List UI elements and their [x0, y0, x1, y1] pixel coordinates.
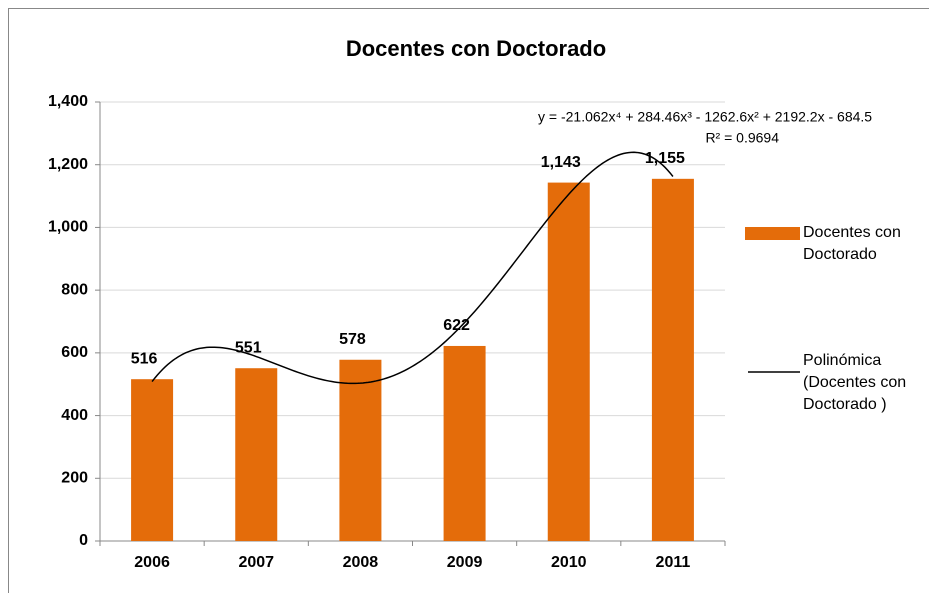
x-tick-label: 2009 [447, 554, 483, 571]
data-label: 622 [443, 317, 470, 334]
x-tick-label: 2008 [343, 554, 379, 571]
data-label: 1,143 [541, 154, 581, 171]
bar [651, 178, 694, 541]
legend-label: Docentes con Doctorado [803, 224, 901, 263]
bar [235, 368, 278, 541]
bar [339, 359, 382, 541]
trendline-r2: R² = 0.9694 [705, 130, 779, 146]
x-tick-label: 2006 [134, 554, 170, 571]
y-tick-label: 600 [61, 344, 88, 361]
x-tick-label: 2010 [551, 554, 587, 571]
y-tick-label: 200 [61, 470, 88, 487]
x-tick-label: 2007 [238, 554, 274, 571]
y-tick-label: 400 [61, 407, 88, 424]
trendline-equation: y = -21.062x⁴ + 284.46x³ - 1262.6x² + 21… [538, 109, 872, 125]
x-tick-label: 2011 [656, 554, 691, 571]
data-label: 578 [339, 331, 366, 348]
data-label: 516 [131, 350, 158, 367]
data-label: 1,155 [645, 150, 685, 167]
y-tick-label: 1,000 [48, 219, 88, 236]
y-tick-label: 1,400 [48, 93, 88, 110]
y-tick-label: 800 [61, 281, 88, 298]
bar [443, 345, 486, 541]
y-tick-label: 1,200 [48, 156, 88, 173]
legend-label: Polinómica (Docentes con Doctorado ) [803, 352, 907, 413]
chart-title: Docentes con Doctorado [346, 36, 606, 61]
y-tick-label: 0 [79, 532, 88, 549]
trendline [151, 151, 674, 385]
bar [547, 182, 590, 541]
bar [131, 379, 174, 541]
legend-swatch [745, 227, 800, 240]
